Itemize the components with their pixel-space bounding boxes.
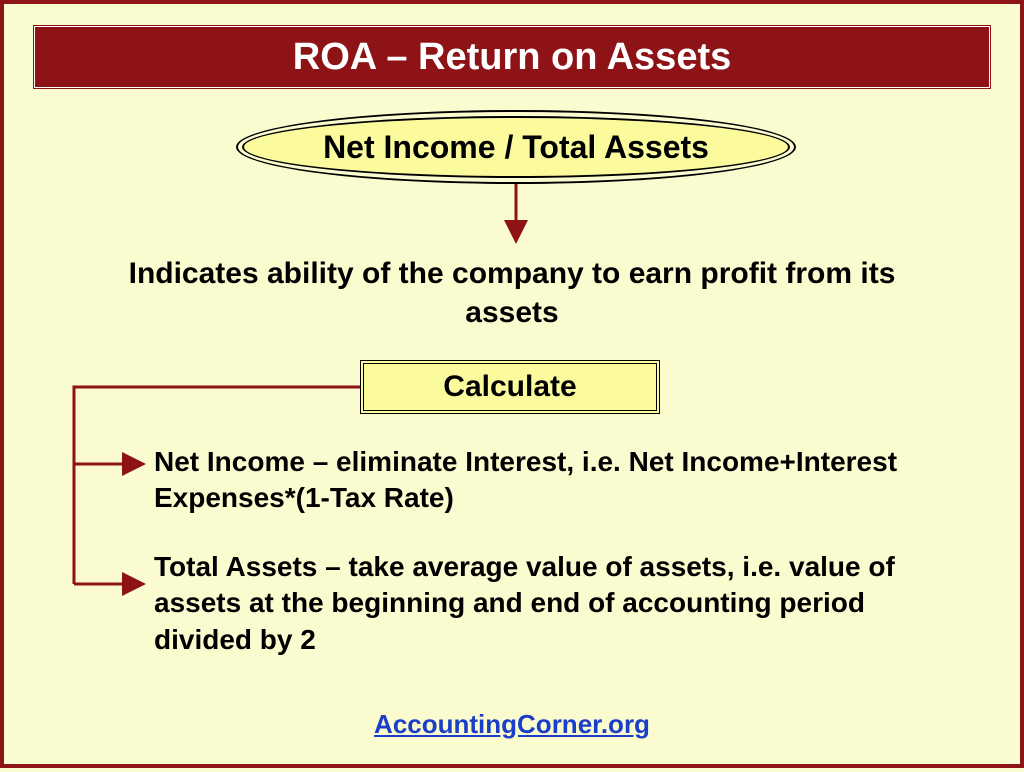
calculate-box: Calculate xyxy=(360,360,660,414)
page-title: ROA – Return on Assets xyxy=(293,36,731,79)
formula-text: Net Income / Total Assets xyxy=(323,129,709,166)
formula-ellipse-inner: Net Income / Total Assets xyxy=(242,116,790,178)
title-bar: ROA – Return on Assets xyxy=(34,26,990,88)
footer-link-container: AccountingCorner.org xyxy=(4,709,1020,740)
calculate-label: Calculate xyxy=(443,370,576,404)
calc-item-total-assets: Total Assets – take average value of ass… xyxy=(154,549,970,658)
description-text: Indicates ability of the company to earn… xyxy=(124,254,900,332)
formula-ellipse: Net Income / Total Assets xyxy=(236,110,796,184)
calc-item-net-income: Net Income – eliminate Interest, i.e. Ne… xyxy=(154,444,970,517)
footer-link[interactable]: AccountingCorner.org xyxy=(374,709,650,739)
